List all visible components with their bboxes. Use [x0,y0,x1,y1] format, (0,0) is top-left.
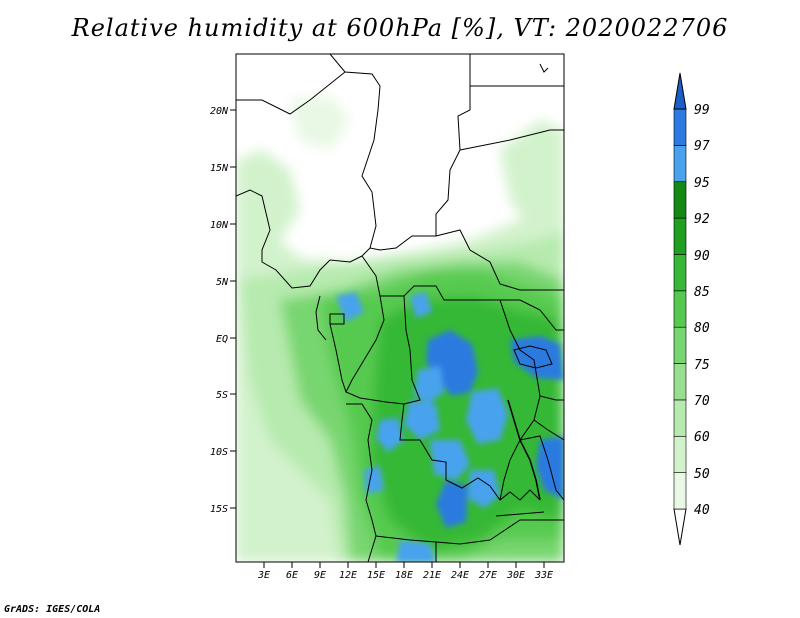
colorbar-label: 95 [694,176,710,191]
lon-label: 15E [367,570,385,581]
lon-label: 33E [534,570,553,581]
lat-label: 15N [210,163,229,174]
humidity-field [236,54,564,562]
lat-label: 15S [210,504,228,515]
colorbar-box [673,217,687,255]
colorbar-box [673,435,687,473]
colorbar-box [673,290,687,328]
colorbar-bottom-arrow [673,508,687,546]
colorbar-box [673,254,687,292]
map-title: Relative humidity at 600hPa [%], VT: 202… [71,14,729,42]
colorbar-top-arrow [673,72,687,110]
lon-label: 18E [395,570,413,581]
colorbar-box [673,472,687,510]
lon-label: 3E [257,570,270,581]
colorbar-label: 70 [694,394,710,409]
lon-labels: 3E 6E 9E 12E 15E 18E 21E 24E 27E 30E 33E [257,570,553,581]
country-borders [236,54,564,562]
colorbar-label: 50 [694,467,710,482]
colorbar-label: 90 [694,249,710,264]
lon-label: 6E [286,570,298,581]
lat-label: 5N [216,277,229,288]
colorbar-box [673,145,687,183]
lat-label: 20N [210,106,229,117]
lat-label: 10N [210,220,229,231]
lat-labels: 20N 15N 10N 5N EQ 5S 10S 15S [210,106,229,515]
colorbar: 40 50 60 70 75 80 85 90 92 95 97 99 [673,72,710,546]
colorbar-label: 85 [694,285,710,300]
lon-label: 12E [339,570,357,581]
credit-text: GrADS: IGES/COLA [4,604,101,615]
colorbar-label: 60 [694,430,710,445]
lat-label: 5S [216,390,228,401]
colorbar-boxes [673,108,687,510]
lat-label: 10S [210,447,228,458]
colorbar-box [673,363,687,401]
lon-ticks [263,562,545,568]
lon-label: 24E [451,570,469,581]
lon-label: 30E [506,570,525,581]
map-frame [235,53,565,563]
colorbar-label: 97 [694,139,710,154]
colorbar-label: 75 [694,358,710,373]
lon-label: 27E [479,570,497,581]
colorbar-labels: 40 50 60 70 75 80 85 90 92 95 97 99 [694,103,710,518]
lon-label: 21E [423,570,441,581]
colorbar-label: 92 [694,212,710,227]
lat-label: EQ [216,334,228,345]
colorbar-box [673,326,687,364]
colorbar-box [673,108,687,146]
colorbar-label: 40 [694,503,710,518]
colorbar-box [673,399,687,437]
colorbar-label: 99 [694,103,710,118]
lon-label: 9E [314,570,326,581]
colorbar-label: 80 [694,321,710,336]
colorbar-box [673,181,687,219]
lat-ticks [230,109,236,509]
